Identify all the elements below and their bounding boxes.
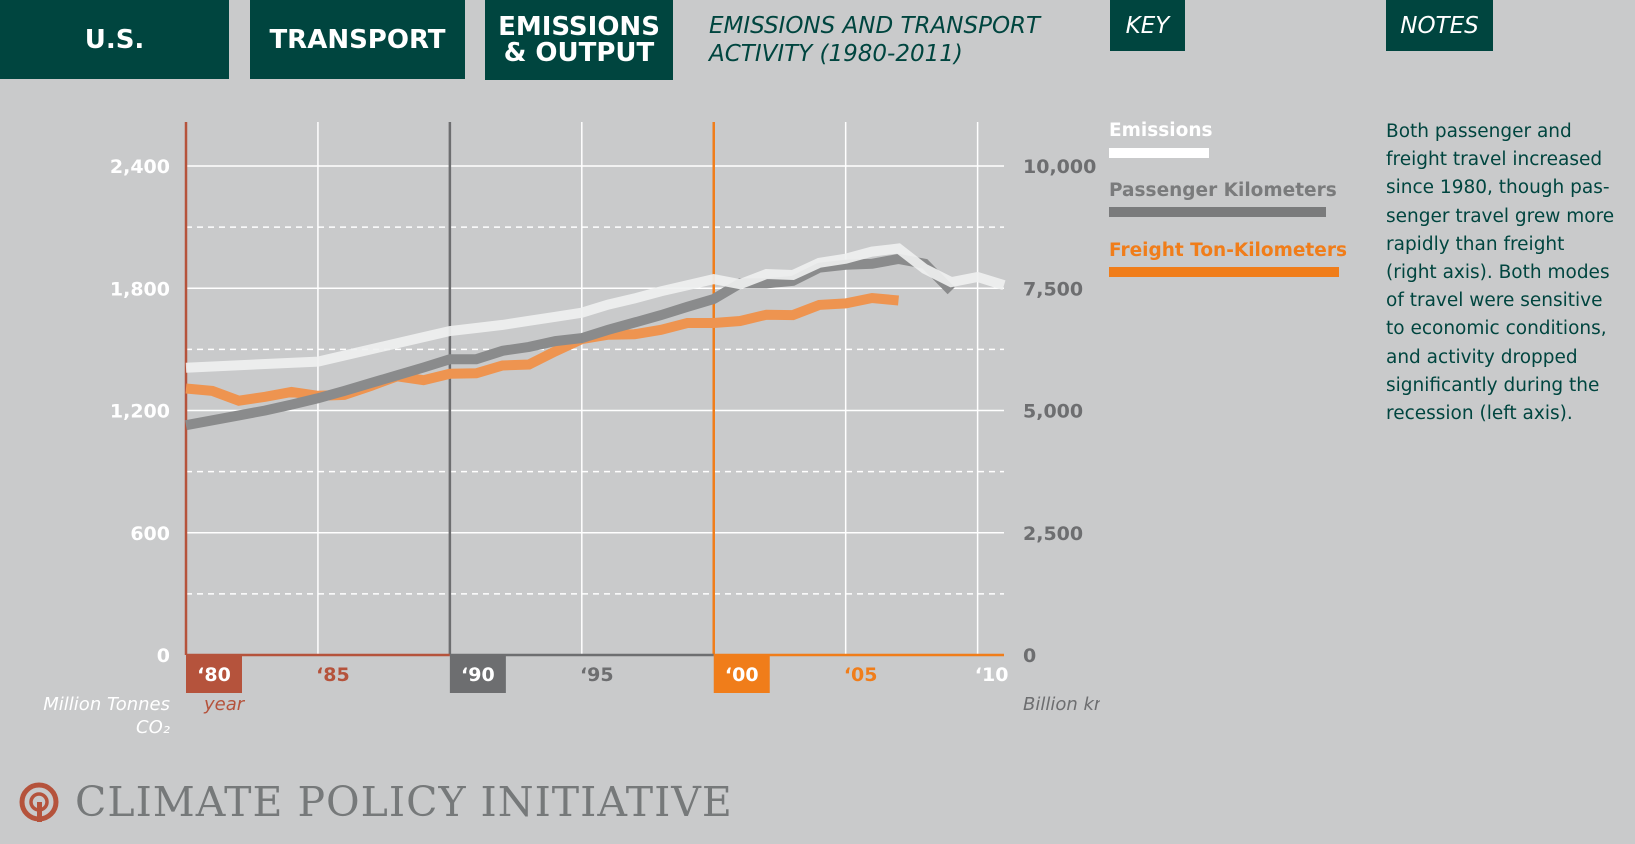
notes-line: senger travel grew more [1386,205,1615,227]
notes-line: Both passenger and [1386,121,1572,142]
key-swatch-passenger [1109,207,1326,217]
notes-line: significantly during the [1386,374,1600,396]
notes-line: to economic conditions, [1386,318,1607,340]
left-axis-label: Million Tonnes [43,694,170,715]
series-line-passenger-kilometers [185,253,955,431]
chart-title: EMISSIONS AND TRANSPORT ACTIVITY (1980-2… [709,12,1040,68]
key-label-freight: Freight Ton-Kilometers [1109,240,1347,261]
cpi-logo-text: CLIMATE POLICY INITIATIVE [75,778,733,826]
x-tick-label: ‘85 [316,664,350,686]
tab-emissions-output[interactable]: EMISSIONS & OUTPUT [485,0,673,80]
tab-us-label: U.S. [84,24,145,55]
notes-line: freight travel increased [1386,149,1603,171]
series-line-emissions [185,243,1006,373]
chart-title-line2: ACTIVITY (1980-2011) [709,41,963,67]
tab-us[interactable]: U.S. [0,0,229,79]
x-tick-label: ‘80 [197,664,231,686]
notes-text: Both passenger and freight travel increa… [1386,118,1626,428]
y-tick-right: 7,500 [1023,278,1083,300]
cpi-logo-icon [19,782,59,822]
tab-emissions-label-line1: EMISSIONS [498,12,660,42]
y-tick-left: 1,800 [110,278,170,300]
tab-transport[interactable]: TRANSPORT [250,0,465,79]
notes-tab[interactable]: NOTES [1386,0,1493,51]
y-tick-right: 5,000 [1023,401,1083,423]
key-swatch-emissions [1109,148,1209,158]
decade-label-box [186,655,242,693]
notes-tab-label: NOTES [1400,12,1479,39]
x-tick-label: ‘10 [975,664,1009,686]
x-axis-label: year [203,694,246,715]
decade-label-box [713,655,770,693]
y-tick-left: 600 [130,523,170,545]
key-swatch-freight [1109,267,1339,277]
left-axis-label: CO₂ [136,717,170,738]
right-axis-label: Billion km [1023,694,1100,715]
series-line-freight-ton-kilometers [185,292,899,406]
emissions-transport-chart: 0 600 1,200 1,800 2,400 0 2,500 5,000 7,500 10,00… [43,122,1100,738]
tab-emissions-label-line2: & OUTPUT [503,38,655,68]
x-tick-label: ‘95 [580,664,614,686]
key-label-emissions: Emissions [1109,120,1213,141]
y-tick-right: 10,000 [1023,156,1096,178]
key-tab-label: KEY [1125,12,1170,39]
tab-transport-label: TRANSPORT [269,24,446,55]
decade-label-box [449,655,506,693]
notes-line: since 1980, though pas- [1386,177,1610,199]
y-tick-left: 2,400 [110,156,170,178]
notes-line: recession (left axis). [1386,403,1573,425]
y-tick-right: 2,500 [1023,523,1083,545]
x-tick-label: ‘05 [844,664,878,686]
y-tick-left: 0 [157,645,170,667]
x-tick-label: ‘00 [725,664,759,686]
x-tick-label: ‘90 [461,664,495,686]
key-tab[interactable]: KEY [1110,0,1185,51]
notes-line: and activity dropped [1386,346,1578,368]
notes-line: (right axis). Both modes [1386,262,1610,284]
y-tick-right: 0 [1023,645,1036,667]
notes-line: rapidly than freight [1386,233,1565,255]
notes-line: of travel were sensitive [1386,290,1603,312]
chart-title-line1: EMISSIONS AND TRANSPORT [709,13,1041,39]
key-label-passenger: Passenger Kilometers [1109,180,1337,201]
y-tick-left: 1,200 [110,401,170,423]
